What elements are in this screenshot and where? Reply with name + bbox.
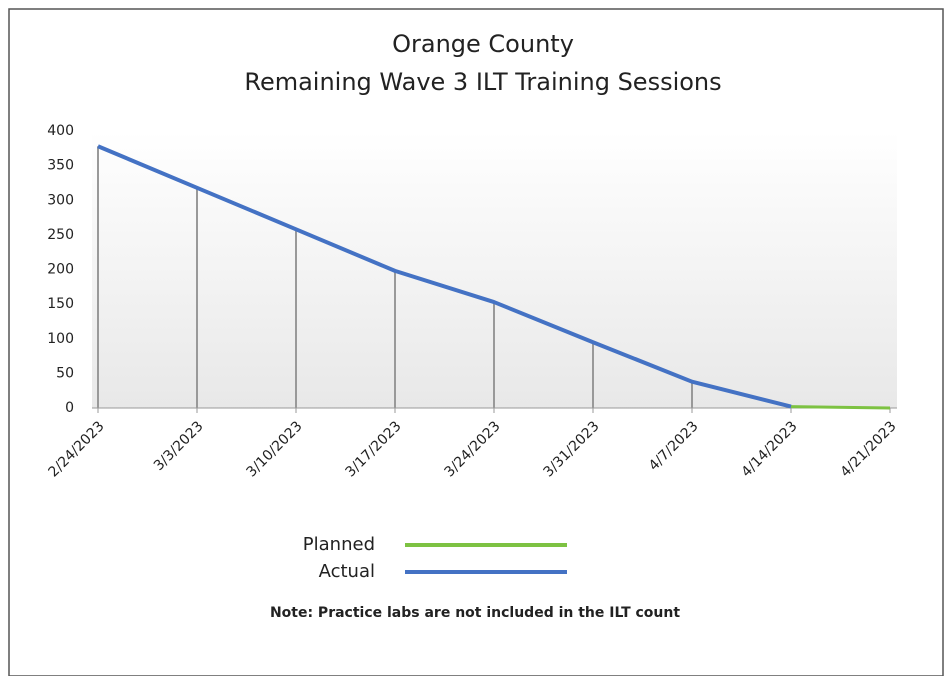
chart-subtitle: Remaining Wave 3 ILT Training Sessions xyxy=(244,68,721,96)
chart-title: Orange County xyxy=(392,30,574,58)
y-tick-label: 300 xyxy=(47,192,74,208)
y-tick-label: 50 xyxy=(56,365,74,381)
note: Note: Practice labs are not included in … xyxy=(270,605,680,621)
legend-label: Planned xyxy=(303,534,375,555)
y-tick-label: 0 xyxy=(65,400,74,416)
y-tick-label: 100 xyxy=(47,331,74,347)
series-line xyxy=(790,405,891,410)
y-tick-label: 200 xyxy=(47,262,74,278)
series-line xyxy=(97,144,792,409)
y-tick-label: 250 xyxy=(47,227,74,243)
legend-label: Actual xyxy=(319,561,375,582)
y-tick-label: 400 xyxy=(47,123,74,139)
y-tick-label: 350 xyxy=(47,158,74,174)
y-tick-label: 150 xyxy=(47,296,74,312)
